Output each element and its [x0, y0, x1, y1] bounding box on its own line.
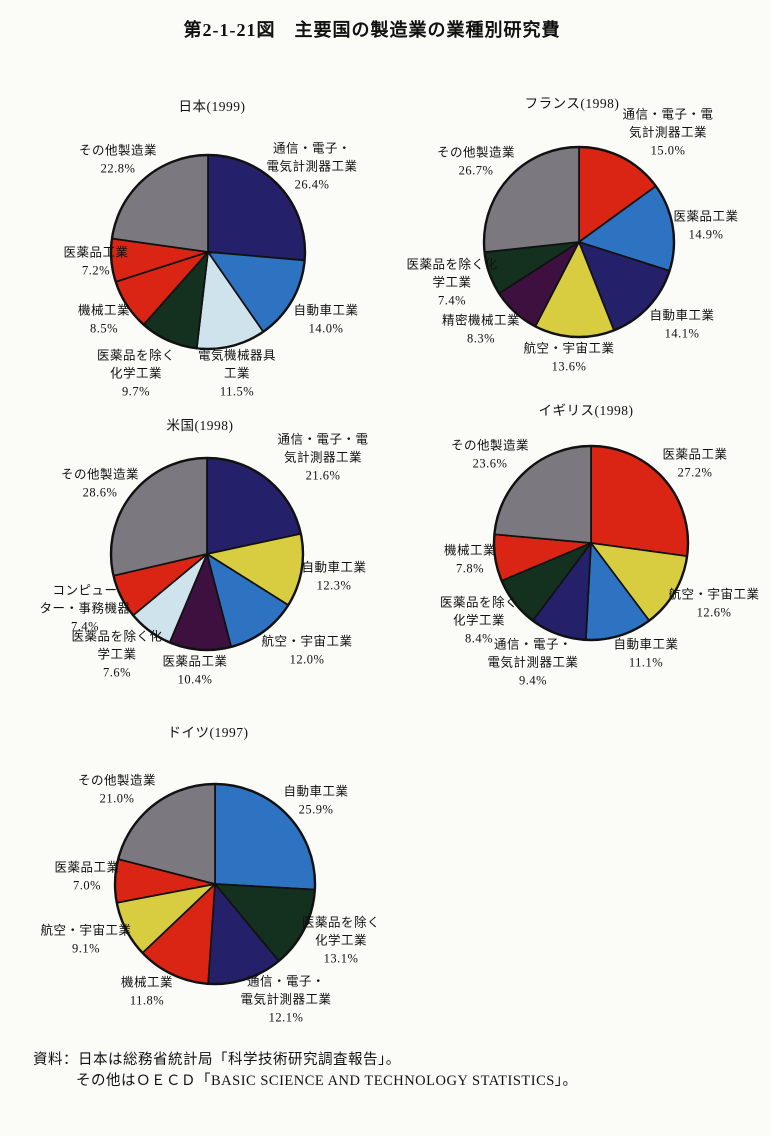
pie-label-uk-5: 機械工業 7.8% — [443, 543, 497, 575]
pie-label-france-4: 精密機械工業 8.3% — [441, 313, 521, 345]
pie-label-usa-6: その他製造業 28.6% — [60, 467, 140, 499]
pie-label-germany-5: 医薬品工業 7.0% — [54, 860, 120, 892]
pie-label-france-3: 航空・宇宙工業 13.6% — [523, 341, 615, 373]
pie-label-japan-3: 医薬品を除く 化学工業 9.7% — [96, 348, 176, 398]
pie-label-uk-4: 医薬品を除く 化学工業 8.4% — [439, 595, 519, 645]
pie-label-germany-0: 自動車工業 25.9% — [283, 784, 349, 816]
pie-rim-france — [482, 145, 676, 339]
chart-title-japan: 日本(1999) — [178, 99, 246, 114]
pie-label-uk-1: 航空・宇宙工業 12.6% — [668, 587, 760, 619]
chart-title-usa: 米国(1998) — [166, 418, 234, 433]
chart-title-germany: ドイツ(1997) — [167, 725, 249, 740]
pie-label-uk-3: 通信・電子・ 電気計測器工業 9.4% — [487, 637, 579, 687]
figure-title: 第2-1-21図 主要国の製造業の業種別研究費 — [183, 20, 561, 40]
pie-rim-japan — [109, 153, 307, 351]
chart-title-france: フランス(1998) — [524, 96, 620, 111]
source-note: 資料：日本は総務省統計局「科学技術研究調査報告」。 その他はＯＥＣＤ「BASIC… — [33, 1050, 578, 1091]
pie-label-japan-1: 自動車工業 14.0% — [293, 303, 359, 335]
pie-label-uk-0: 医薬品工業 27.2% — [662, 447, 728, 479]
pie-label-france-2: 自動車工業 14.1% — [649, 308, 715, 340]
pie-label-japan-0: 通信・電子・ 電気計測器工業 26.4% — [266, 141, 358, 191]
pie-label-germany-4: 航空・宇宙工業 9.1% — [40, 923, 132, 955]
source-line-2: その他はＯＥＣＤ「BASIC SCIENCE AND TECHNOLOGY ST… — [76, 1072, 578, 1089]
pie-label-france-5: 医薬品を除く化 学工業 7.4% — [406, 257, 498, 307]
pie-label-germany-6: その他製造業 21.0% — [77, 773, 157, 805]
pie-label-france-0: 通信・電子・電 気計測器工業 15.0% — [622, 107, 714, 157]
pie-label-uk-6: その他製造業 23.6% — [450, 438, 530, 470]
pie-label-japan-6: その他製造業 22.8% — [78, 143, 158, 175]
pie-label-japan-2: 電気機械器具 工業 11.5% — [197, 348, 277, 398]
pie-rim-germany — [113, 782, 317, 986]
pie-label-usa-2: 航空・宇宙工業 12.0% — [261, 634, 353, 666]
pie-label-japan-4: 機械工業 8.5% — [77, 303, 131, 335]
pie-label-germany-3: 機械工業 11.8% — [120, 975, 174, 1007]
pie-label-usa-4: 医薬品を除く化 学工業 7.6% — [71, 629, 163, 679]
source-line-1: 資料：日本は総務省統計局「科学技術研究調査報告」。 — [33, 1052, 401, 1068]
pie-rim-uk — [492, 444, 690, 642]
pie-label-usa-1: 自動車工業 12.3% — [301, 560, 367, 592]
pie-label-usa-0: 通信・電子・電 気計測器工業 21.6% — [277, 432, 369, 482]
pie-label-france-6: その他製造業 26.7% — [436, 145, 516, 177]
chart-title-uk: イギリス(1998) — [538, 403, 634, 418]
pie-label-usa-5: コンピュー ター・事務機器 7.4% — [39, 583, 131, 633]
pie-rim-usa — [109, 456, 305, 652]
pie-label-france-1: 医薬品工業 14.9% — [673, 209, 739, 241]
pie-label-uk-2: 自動車工業 11.1% — [613, 637, 679, 669]
pie-label-japan-5: 医薬品工業 7.2% — [63, 245, 129, 277]
pie-label-usa-3: 医薬品工業 10.4% — [162, 654, 228, 686]
pie-label-germany-1: 医薬品を除く 化学工業 13.1% — [301, 915, 381, 965]
pie-label-germany-2: 通信・電子・ 電気計測器工業 12.1% — [240, 974, 332, 1024]
